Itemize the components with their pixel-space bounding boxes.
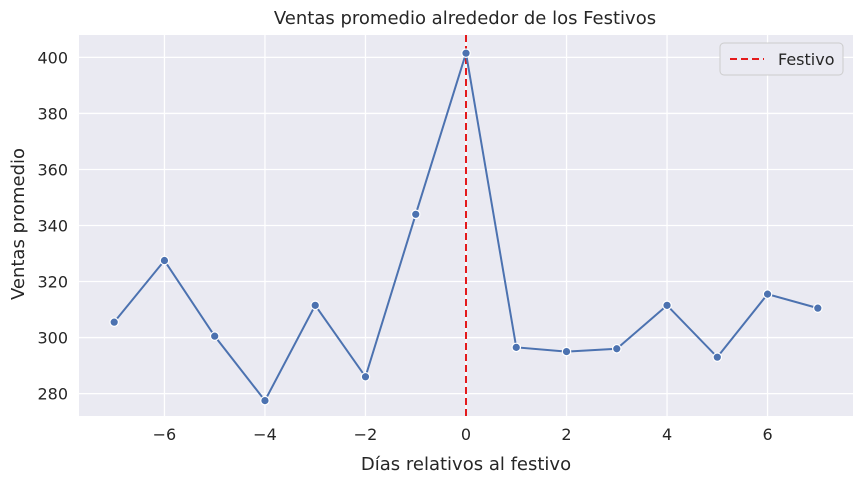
data-point [813,303,823,313]
data-point [360,371,371,382]
x-tick-label: 4 [662,425,672,444]
x-axis-label: Días relativos al festivo [361,454,571,475]
data-point [410,209,421,220]
y-axis-label: Ventas promedio [8,148,29,300]
data-point [712,352,723,362]
data-point [260,395,270,406]
legend-box [719,42,844,76]
data-point [511,342,522,353]
x-tick-label: 6 [762,425,772,444]
x-tick-label: −6 [153,425,177,444]
x-tick-label: 2 [561,425,571,444]
data-point [159,255,170,266]
y-tick-label: 320 [37,273,68,292]
data-point [662,300,672,311]
data-point [762,289,773,299]
y-axis-ticks: 280 300 320 340 360 380 400 [37,48,68,403]
x-tick-label: 0 [461,425,471,444]
data-point [310,300,321,311]
x-axis-ticks: −6 −4 −2 0 2 4 6 [153,425,773,444]
chart-title: Ventas promedio alrededor de los Festivo… [274,8,656,29]
y-tick-label: 380 [37,104,68,123]
y-tick-label: 400 [37,48,68,67]
data-point [461,48,471,59]
x-tick-label: −2 [354,425,378,444]
y-tick-label: 300 [37,329,68,348]
legend-label: Festivo [778,50,834,69]
x-tick-label: −4 [253,425,277,444]
y-tick-label: 360 [37,160,68,179]
y-tick-label: 340 [37,217,68,236]
legend: Festivo [719,42,844,76]
data-point [611,343,622,354]
data-point [561,346,572,357]
y-tick-label: 280 [37,385,68,404]
data-point [109,317,119,327]
data-point [209,331,220,341]
series-layer [109,48,823,406]
